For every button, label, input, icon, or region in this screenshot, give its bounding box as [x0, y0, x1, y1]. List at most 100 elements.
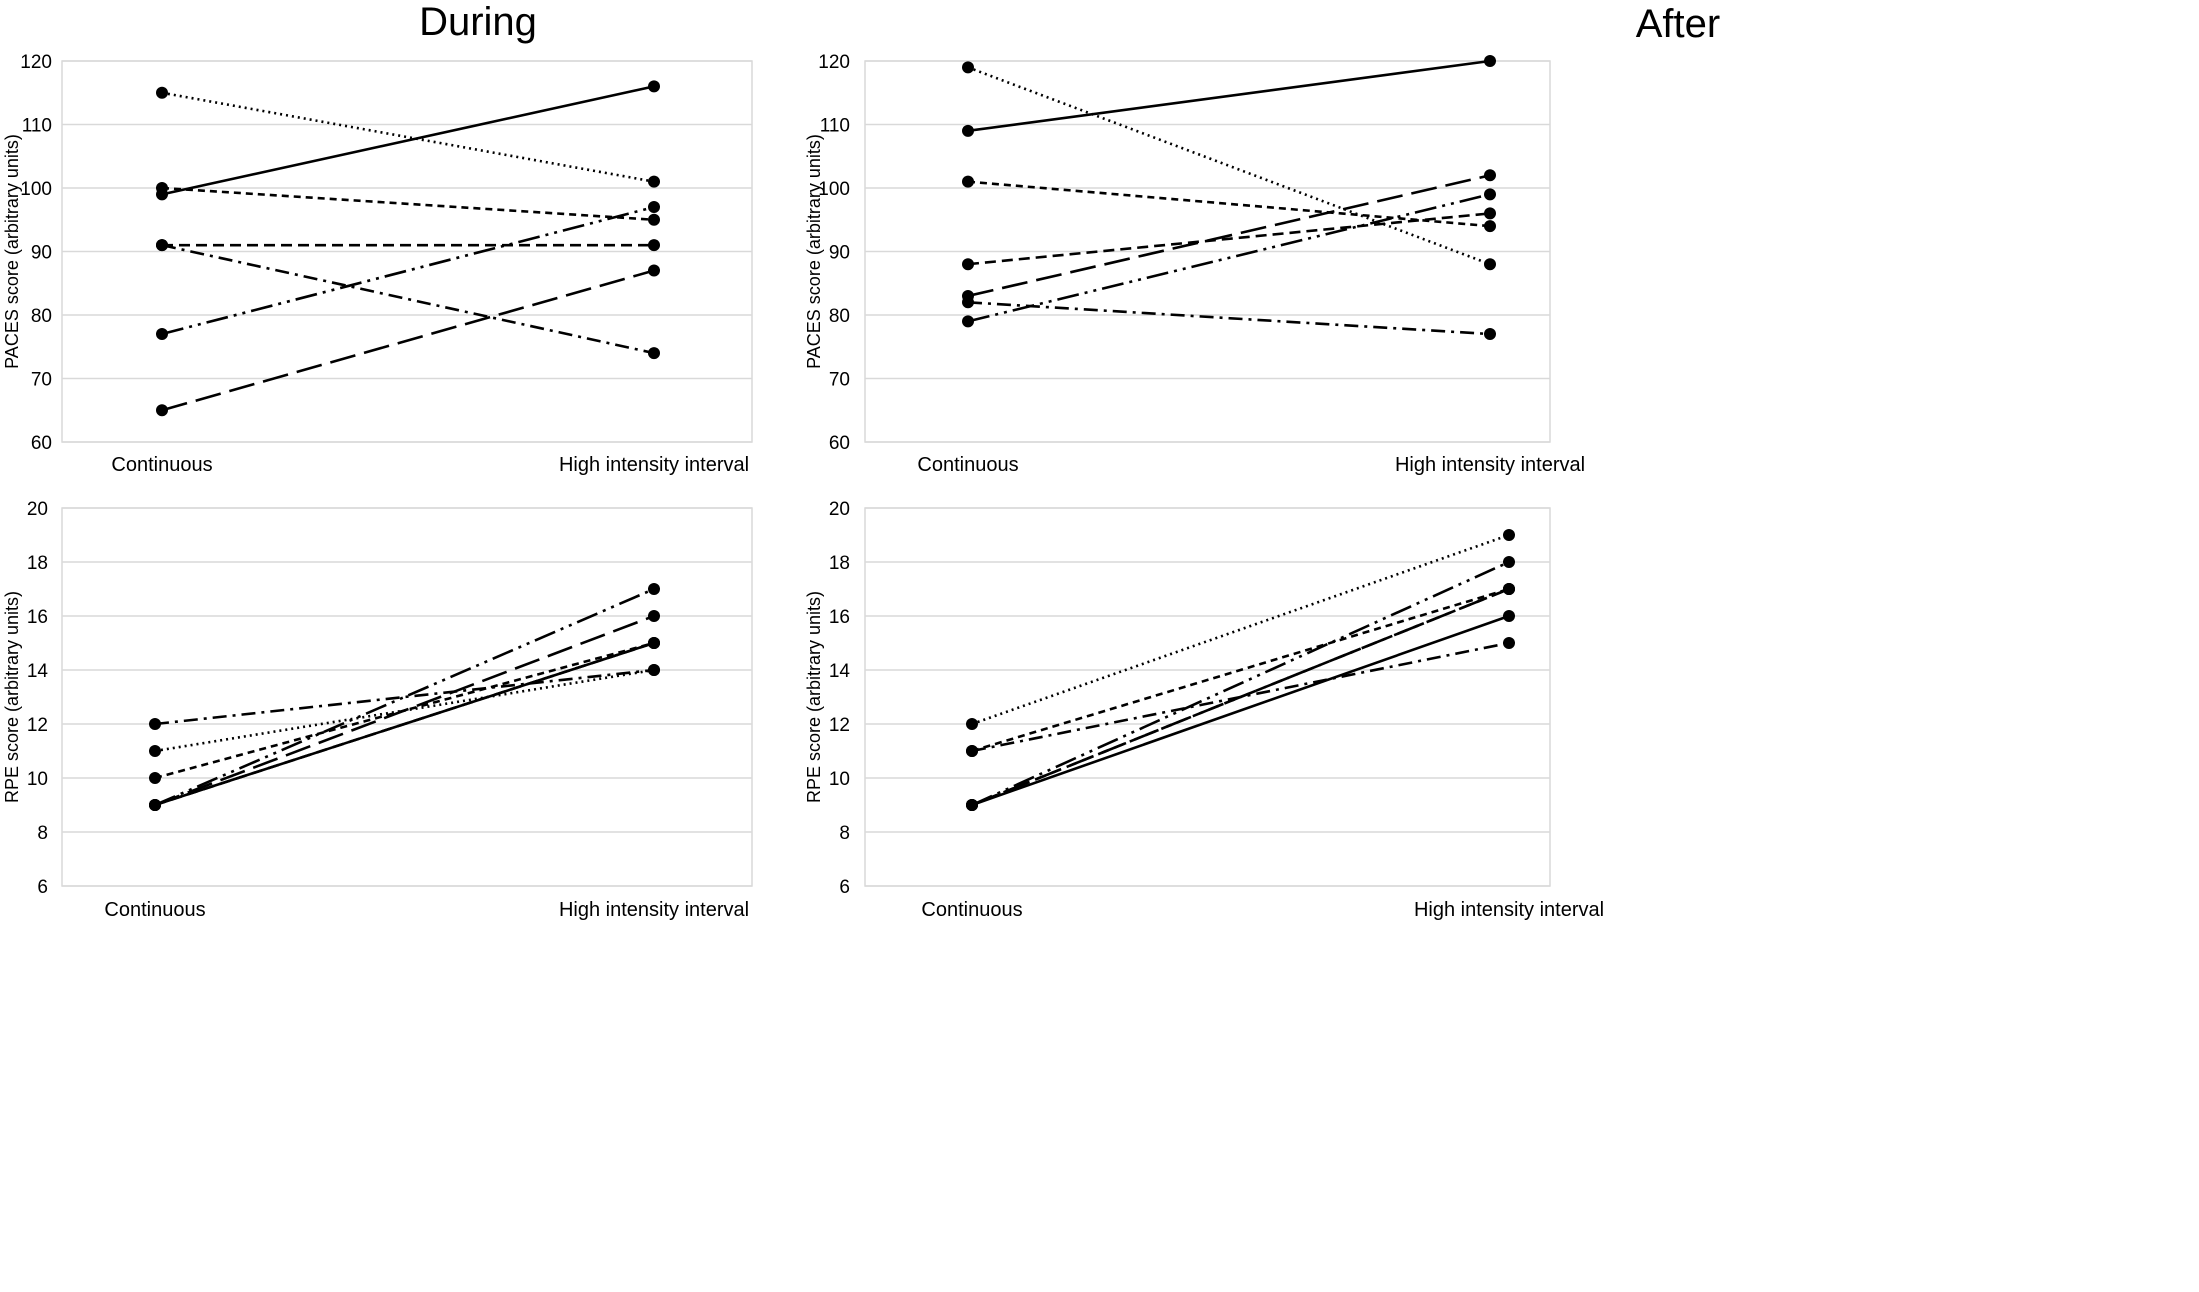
- y-tick-label: 6: [839, 877, 850, 898]
- data-point-p2-continuous: [149, 745, 161, 757]
- x-category-label: Continuous: [917, 454, 1018, 476]
- data-point-p5-continuous: [156, 239, 168, 252]
- data-point-p7-continuous: [156, 404, 168, 417]
- data-point-p5-continuous: [966, 745, 978, 757]
- data-point-p7-continuous: [966, 799, 978, 811]
- data-point-p7-hiit: [1484, 169, 1496, 182]
- chart-panel-bottom-right: 6 8 10 12 14 16 18 20 Continuous High intensity i…: [804, 499, 1604, 921]
- y-tick-label: 16: [27, 607, 48, 628]
- y-tick-label: 110: [820, 116, 850, 137]
- x-category-label: Continuous: [111, 454, 212, 476]
- data-point-p2-hiit: [648, 175, 660, 188]
- series-line-p7: [967, 174, 1491, 298]
- panels: 60 70 80 90 100 110 120 Continuous High intensit…: [2, 52, 1604, 921]
- y-tick-label: 100: [20, 179, 52, 200]
- y-tick-label: 80: [31, 306, 52, 327]
- data-point-p7-hiit: [648, 264, 660, 277]
- y-tick-label: 10: [27, 769, 48, 790]
- data-point-p5-continuous: [149, 718, 161, 730]
- series-line-p6: [967, 193, 1491, 323]
- y-tick-label: 120: [20, 52, 52, 73]
- y-tick-label: 14: [829, 661, 851, 682]
- data-point-p3-continuous: [962, 175, 974, 188]
- y-tick-label: 110: [22, 116, 52, 137]
- data-point-p6-hiit: [1484, 188, 1496, 201]
- y-tick-label: 60: [31, 433, 52, 454]
- data-point-p3-continuous: [156, 182, 168, 194]
- y-tick-label: 8: [37, 823, 48, 844]
- data-point-p7-hiit: [1503, 583, 1515, 595]
- chart-panel-bottom-left: 6 8 10 12 14 16 18 20 Continuous High intensity i…: [2, 499, 753, 921]
- y-tick-label: 20: [27, 499, 48, 520]
- data-point-p4-hiit: [1484, 207, 1496, 220]
- y-tick-label: 16: [829, 607, 850, 628]
- x-category-label: High intensity interval: [559, 899, 749, 921]
- data-point-p1-hiit: [1503, 610, 1515, 622]
- series-line-p7: [161, 269, 655, 412]
- series-line-p6: [971, 560, 1510, 807]
- y-tick-label: 20: [829, 499, 850, 520]
- y-tick-label: 90: [829, 243, 850, 264]
- data-point-p6-continuous: [962, 315, 974, 328]
- data-point-p2-continuous: [156, 86, 168, 99]
- data-point-p5-hiit: [1484, 328, 1496, 341]
- y-tick-label: 18: [829, 553, 850, 574]
- data-point-p4-continuous: [962, 258, 974, 271]
- y-axis-label: PACES score (arbitrary units): [2, 134, 22, 369]
- data-point-p2-hiit: [1484, 258, 1496, 271]
- series-line-p2: [971, 533, 1510, 726]
- data-point-p6-continuous: [156, 328, 168, 341]
- y-tick-label: 70: [829, 370, 850, 391]
- title-during: During: [419, 0, 537, 44]
- x-category-label: High intensity interval: [559, 454, 749, 476]
- series-line-p1: [967, 59, 1491, 133]
- data-point-p4-hiit: [648, 239, 660, 252]
- series-line-p3: [161, 186, 655, 222]
- y-tick-label: 12: [829, 715, 850, 736]
- series-line-p7: [154, 614, 655, 807]
- series-line-p4: [154, 641, 655, 807]
- x-category-label: High intensity interval: [1414, 899, 1604, 921]
- series-line-p5: [161, 243, 655, 355]
- y-tick-label: 8: [839, 823, 850, 844]
- series-line-p6: [161, 205, 655, 336]
- y-tick-label: 6: [37, 877, 48, 898]
- data-point-p4-hiit: [648, 637, 660, 649]
- y-axis-label: RPE score (arbitrary units): [804, 591, 824, 803]
- data-point-p3-continuous: [149, 772, 161, 784]
- y-tick-label: 12: [27, 715, 48, 736]
- y-tick-label: 18: [27, 553, 48, 574]
- data-point-p7-hiit: [648, 610, 660, 622]
- x-category-label: High intensity interval: [1395, 454, 1585, 476]
- series-line-p1: [971, 614, 1510, 807]
- y-tick-label: 60: [829, 433, 850, 454]
- data-point-p7-continuous: [149, 799, 161, 811]
- data-point-p6-hiit: [1503, 556, 1515, 568]
- series-line-p7: [971, 587, 1510, 807]
- y-tick-label: 100: [818, 179, 850, 200]
- x-category-label: Continuous: [921, 899, 1022, 921]
- data-point-p1-hiit: [1484, 55, 1496, 67]
- data-point-p5-hiit: [1503, 637, 1515, 649]
- title-after: After: [1636, 2, 1720, 46]
- data-point-p5-hiit: [648, 664, 660, 676]
- data-point-p7-continuous: [962, 289, 974, 302]
- series-line-p5: [154, 668, 655, 726]
- series-line-p6: [154, 587, 655, 807]
- data-point-p3-hiit: [1484, 220, 1496, 233]
- chart-panel-top-left: 60 70 80 90 100 110 120 Continuous High intensit…: [2, 52, 753, 476]
- chart-panel-top-right: 60 70 80 90 100 110 120 Continuous High intensit…: [804, 52, 1585, 476]
- data-point-p2-hiit: [1503, 529, 1515, 541]
- data-point-p1-continuous: [962, 124, 974, 137]
- y-axis-label: RPE score (arbitrary units): [2, 591, 22, 803]
- y-tick-label: 10: [829, 769, 850, 790]
- series-line-p5: [967, 301, 1491, 336]
- series-line-p3: [967, 180, 1491, 228]
- x-category-label: Continuous: [104, 899, 205, 921]
- data-point-p2-continuous: [962, 61, 974, 74]
- data-point-p3-hiit: [648, 213, 660, 226]
- series-line-p2: [161, 91, 655, 183]
- series-line-p3: [971, 587, 1510, 753]
- y-tick-label: 120: [818, 52, 850, 73]
